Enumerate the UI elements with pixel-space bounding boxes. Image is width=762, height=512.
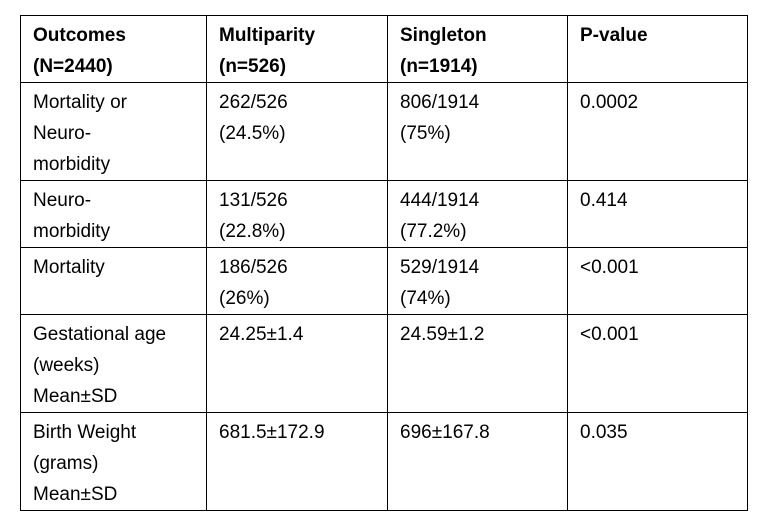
cell-text: (75%) [400, 123, 451, 144]
table-cell: 186/526 (26%) [206, 247, 388, 315]
table-cell: Neuro-morbidity [20, 180, 207, 248]
table-row: Mortality 186/526 (26%) 529/1914 (74%) <0.001 [20, 247, 748, 315]
cell-text: (24.5%) [219, 123, 286, 144]
cell-text: (26%) [219, 288, 270, 309]
table-cell: Outcomes (N=2440) [20, 15, 207, 83]
table-cell: <0.001 [567, 314, 748, 413]
table-container: Outcomes (N=2440) Multiparity (n=526) Single… [20, 15, 748, 511]
table-cell: 131/526 (22.8%) [206, 180, 388, 248]
table-row: Outcomes (N=2440) Multiparity (n=526) Single… [20, 15, 748, 83]
table-cell: Gestational age (weeks) Mean±SD [20, 314, 207, 413]
cell-text: (77.2%) [400, 221, 467, 242]
table-cell: 0.0002 [567, 82, 748, 181]
cell-text: (n=1914) [400, 56, 478, 77]
cell-text: morbidity [33, 221, 111, 242]
table-cell: Singleton (n=1914) [387, 15, 568, 83]
cell-text: <0.001 [580, 324, 639, 345]
table-cell: Mortality [20, 247, 207, 315]
cell-text: morbidity [33, 154, 111, 175]
cell-text: 444/1914 [400, 190, 480, 211]
cell-text: 0.035 [580, 422, 628, 443]
table-cell: 24.59±1.2 [387, 314, 568, 413]
table-row: Neuro-morbidity 131/526 (22.8%) 444/1914 (77… [20, 180, 748, 248]
cell-text: 262/526 [219, 92, 288, 113]
table-header: Outcomes (N=2440) Multiparity (n=526) Single… [20, 15, 748, 83]
cell-text: 529/1914 [400, 257, 480, 278]
table-cell: 444/1914 (77.2%) [387, 180, 568, 248]
table-body: Mortality or Neuro-morbidity 262/526 (24.5%… [20, 82, 748, 511]
cell-text: 696±167.8 [400, 422, 490, 443]
table-row: Birth Weight (grams) Mean±SD 681.5±172.9 696… [20, 412, 748, 511]
table-cell: 0.035 [567, 412, 748, 511]
cell-text: Birth Weight [33, 422, 137, 443]
cell-text: Mortality or [33, 92, 127, 113]
cell-text: Singleton [400, 25, 487, 46]
table-row: Mortality or Neuro-morbidity 262/526 (24.5%… [20, 82, 748, 181]
cell-text: Mean±SD [33, 386, 118, 407]
cell-text: Multiparity [219, 25, 316, 46]
cell-text: (grams) [33, 453, 99, 474]
cell-text: 24.25±1.4 [219, 324, 304, 345]
table-cell: 806/1914 (75%) [387, 82, 568, 181]
cell-text: <0.001 [580, 257, 639, 278]
table-cell: Multiparity (n=526) [206, 15, 388, 83]
cell-text: Gestational age [33, 324, 167, 345]
table-cell: 696±167.8 [387, 412, 568, 511]
cell-text: Neuro- [33, 123, 92, 144]
cell-text: 131/526 [219, 190, 288, 211]
cell-text: 186/526 [219, 257, 288, 278]
table-cell: 529/1914 (74%) [387, 247, 568, 315]
cell-text: Neuro- [33, 190, 92, 211]
table-cell: Birth Weight (grams) Mean±SD [20, 412, 207, 511]
table-cell: P-value [567, 15, 748, 83]
cell-text: (22.8%) [219, 221, 286, 242]
table-cell: 262/526 (24.5%) [206, 82, 388, 181]
cell-text: (N=2440) [33, 56, 113, 77]
cell-text: 0.414 [580, 190, 628, 211]
table-cell: 0.414 [567, 180, 748, 248]
cell-text: 806/1914 [400, 92, 480, 113]
outcomes-table: Outcomes (N=2440) Multiparity (n=526) Single… [20, 15, 748, 511]
cell-text: P-value [580, 25, 648, 46]
cell-text: Outcomes [33, 25, 126, 46]
table-cell: 681.5±172.9 [206, 412, 388, 511]
table-cell: <0.001 [567, 247, 748, 315]
cell-text: Mortality [33, 257, 105, 278]
cell-text: 24.59±1.2 [400, 324, 485, 345]
cell-text: (weeks) [33, 355, 100, 376]
cell-text: 681.5±172.9 [219, 422, 325, 443]
cell-text: (n=526) [219, 56, 287, 77]
cell-text: 0.0002 [580, 92, 639, 113]
table-row: Gestational age (weeks) Mean±SD 24.25±1.4 24… [20, 314, 748, 413]
cell-text: Mean±SD [33, 484, 118, 505]
table-cell: Mortality or Neuro-morbidity [20, 82, 207, 181]
cell-text: (74%) [400, 288, 451, 309]
table-cell: 24.25±1.4 [206, 314, 388, 413]
